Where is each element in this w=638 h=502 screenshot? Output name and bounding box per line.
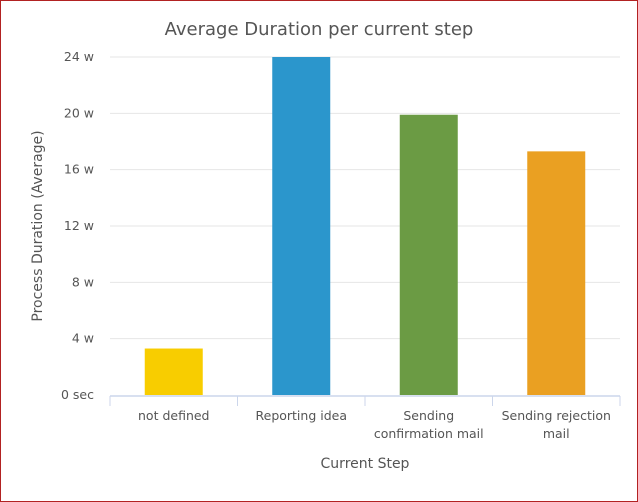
bar-sending-rejection-mail (527, 151, 586, 395)
bar-sending-confirmation-mail (399, 114, 458, 395)
y-tick-label: 8 w (72, 274, 94, 289)
chart-title: Average Duration per current step (165, 19, 474, 40)
y-axis-title: Process Duration (Average) (30, 130, 46, 321)
y-tick-label: 20 w (64, 105, 94, 120)
x-tick-label: mail (543, 426, 570, 441)
x-tick-label: confirmation mail (374, 426, 484, 441)
x-tick-label: Sending (403, 408, 454, 423)
y-tick-label: 24 w (64, 49, 94, 64)
x-tick-label: Reporting idea (256, 408, 348, 423)
y-tick-label: 0 sec (61, 387, 94, 402)
y-tick-label: 16 w (64, 162, 94, 177)
y-tick-label: 4 w (72, 331, 94, 346)
x-tick-label: not defined (138, 408, 210, 423)
x-tick-label: Sending rejection (502, 408, 611, 423)
bar-not-defined (144, 348, 203, 395)
bar-reporting-idea (272, 57, 331, 395)
y-tick-label: 12 w (64, 218, 94, 233)
x-axis-title: Current Step (321, 456, 410, 472)
